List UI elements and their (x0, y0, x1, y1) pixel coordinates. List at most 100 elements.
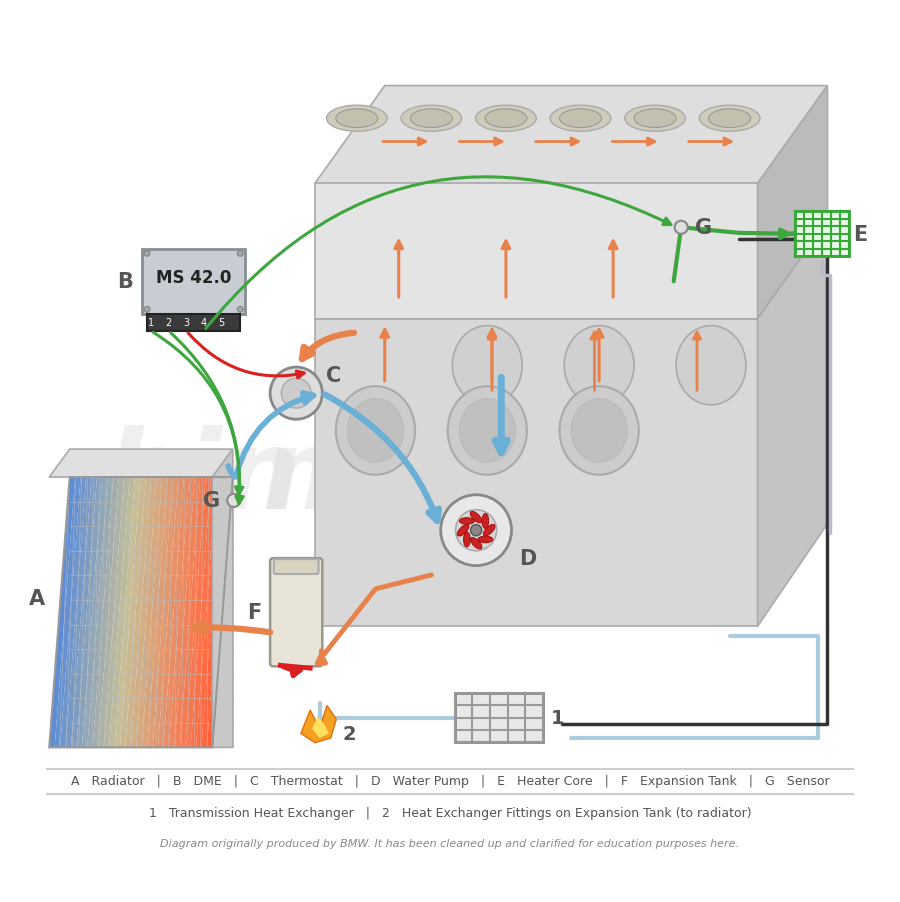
Polygon shape (185, 477, 211, 748)
Ellipse shape (327, 106, 387, 132)
Polygon shape (315, 319, 758, 627)
Polygon shape (202, 477, 228, 748)
Ellipse shape (625, 106, 686, 132)
Polygon shape (758, 222, 827, 627)
Text: bin: bin (104, 424, 302, 531)
Circle shape (471, 525, 482, 536)
Polygon shape (152, 477, 178, 748)
Ellipse shape (447, 387, 526, 475)
Bar (454, 694, 544, 742)
Ellipse shape (560, 110, 601, 128)
Text: A: A (29, 589, 44, 609)
Bar (147, 315, 240, 331)
Ellipse shape (459, 518, 474, 525)
Ellipse shape (336, 387, 415, 475)
Polygon shape (130, 477, 157, 748)
Ellipse shape (453, 327, 522, 405)
Text: 2: 2 (166, 318, 172, 328)
Polygon shape (758, 87, 827, 319)
Polygon shape (114, 477, 140, 748)
Text: F: F (248, 603, 262, 622)
Polygon shape (50, 477, 75, 748)
Text: 5: 5 (219, 318, 225, 328)
Polygon shape (164, 477, 189, 748)
Circle shape (270, 368, 322, 419)
Ellipse shape (478, 537, 493, 543)
Polygon shape (93, 477, 119, 748)
Text: MS 42.0: MS 42.0 (156, 269, 231, 286)
Ellipse shape (485, 110, 526, 128)
Text: Diagram originally produced by BMW. It has been cleaned up and clarified for edu: Diagram originally produced by BMW. It h… (160, 839, 740, 849)
Polygon shape (50, 449, 233, 477)
Ellipse shape (410, 110, 453, 128)
Ellipse shape (699, 106, 760, 132)
Ellipse shape (708, 110, 751, 128)
Text: moto: moto (261, 424, 583, 531)
Text: 4: 4 (201, 318, 207, 328)
Text: E: E (853, 225, 868, 244)
Ellipse shape (347, 400, 403, 463)
Ellipse shape (464, 532, 470, 548)
Ellipse shape (550, 106, 611, 132)
Text: 1   Transmission Heat Exchanger   |   2   Heat Exchanger Fittings on Expansion T: 1 Transmission Heat Exchanger | 2 Heat E… (148, 806, 751, 819)
Ellipse shape (634, 110, 676, 128)
Polygon shape (315, 184, 758, 319)
Text: G: G (695, 218, 712, 238)
Polygon shape (66, 477, 92, 748)
Polygon shape (141, 477, 167, 748)
Polygon shape (158, 477, 184, 748)
Text: B: B (117, 272, 133, 292)
Text: 1: 1 (148, 318, 154, 328)
Polygon shape (175, 477, 200, 748)
Circle shape (238, 252, 243, 257)
Ellipse shape (401, 106, 462, 132)
Circle shape (441, 495, 511, 566)
Text: 3: 3 (184, 318, 189, 328)
FancyBboxPatch shape (142, 250, 245, 315)
Text: 1: 1 (551, 708, 564, 727)
Polygon shape (109, 477, 135, 748)
Circle shape (282, 379, 311, 409)
Polygon shape (125, 477, 151, 748)
Text: D: D (518, 548, 536, 568)
Polygon shape (147, 477, 173, 748)
Polygon shape (76, 477, 103, 748)
Ellipse shape (676, 327, 746, 405)
Text: A   Radiator   |   B   DME   |   C   Thermostat   |   D   Water Pump   |   E   H: A Radiator | B DME | C Thermostat | D Wa… (71, 775, 829, 787)
Bar (795, 212, 849, 257)
Polygon shape (60, 477, 86, 748)
Circle shape (227, 494, 240, 507)
Polygon shape (196, 477, 222, 748)
Polygon shape (104, 477, 130, 748)
Polygon shape (136, 477, 162, 748)
Polygon shape (212, 449, 233, 748)
Polygon shape (312, 717, 328, 738)
Polygon shape (191, 477, 217, 748)
Polygon shape (98, 477, 124, 748)
Ellipse shape (459, 400, 515, 463)
Circle shape (144, 308, 150, 313)
Polygon shape (82, 477, 108, 748)
Circle shape (455, 511, 497, 551)
Polygon shape (71, 477, 97, 748)
Ellipse shape (560, 387, 639, 475)
Ellipse shape (336, 110, 378, 128)
Polygon shape (169, 477, 194, 748)
Ellipse shape (471, 511, 482, 523)
Ellipse shape (564, 327, 634, 405)
Ellipse shape (475, 106, 536, 132)
FancyBboxPatch shape (270, 558, 322, 667)
Text: C: C (326, 365, 341, 385)
Polygon shape (315, 87, 827, 184)
Polygon shape (301, 705, 337, 743)
FancyBboxPatch shape (274, 559, 319, 575)
Polygon shape (180, 477, 205, 748)
Text: 2: 2 (343, 724, 356, 743)
Polygon shape (120, 477, 146, 748)
Ellipse shape (457, 525, 469, 537)
Polygon shape (87, 477, 113, 748)
Circle shape (675, 222, 688, 235)
Polygon shape (207, 477, 233, 748)
Polygon shape (55, 477, 81, 748)
Ellipse shape (572, 400, 627, 463)
